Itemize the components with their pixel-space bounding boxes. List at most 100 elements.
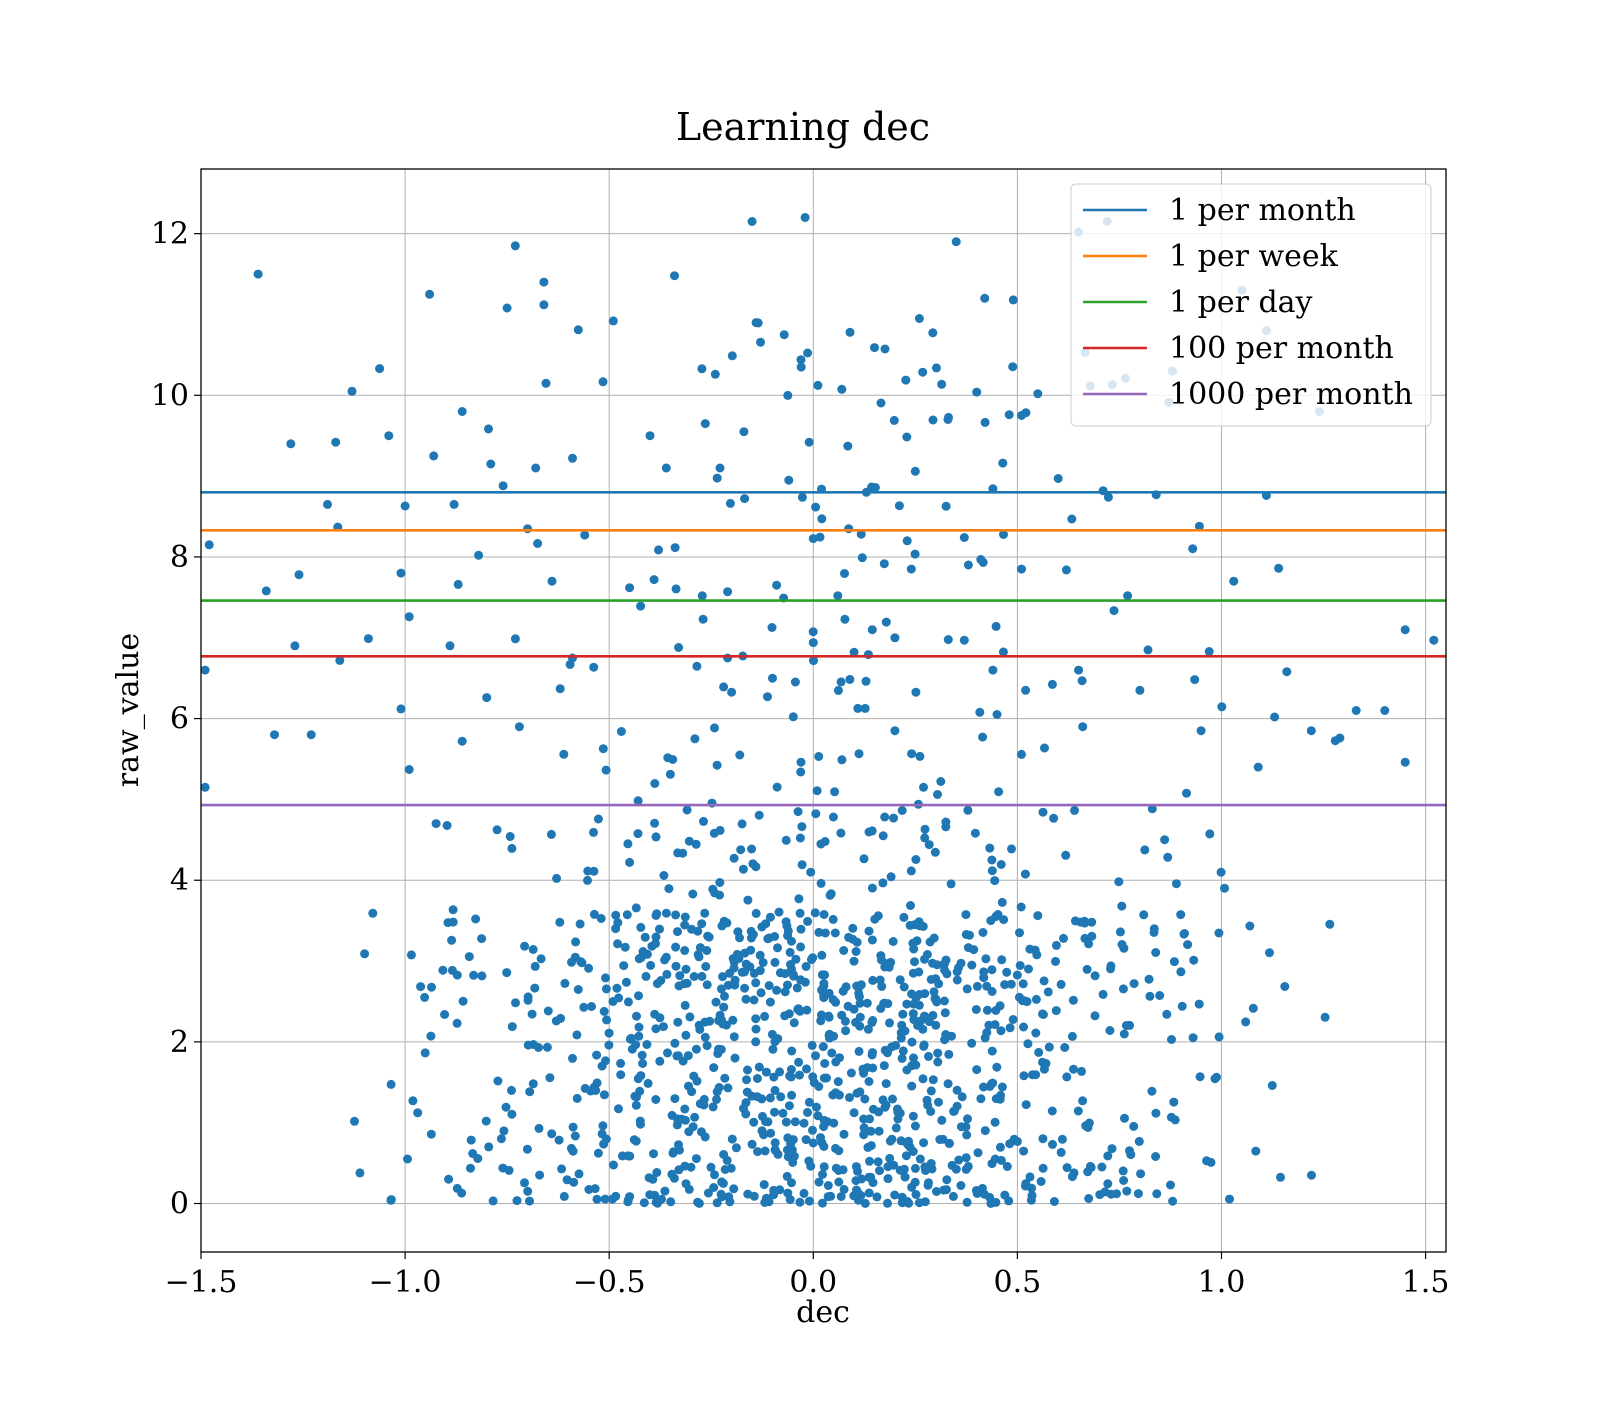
scatter-point: [1025, 1172, 1035, 1182]
scatter-point: [769, 1072, 779, 1082]
scatter-point: [806, 867, 816, 877]
scatter-point: [902, 432, 912, 442]
scatter-point: [934, 1097, 943, 1107]
scatter-point: [990, 1117, 1000, 1127]
scatter-point: [611, 910, 621, 920]
scatter-point: [689, 972, 699, 981]
scatter-point: [751, 978, 761, 988]
scatter-point: [608, 997, 618, 1006]
scatter-point: [559, 1191, 569, 1201]
scatter-point: [1120, 1113, 1129, 1123]
scatter-point: [551, 1016, 561, 1026]
scatter-point: [696, 1127, 706, 1137]
scatter-point: [760, 1011, 770, 1021]
scatter-point: [1139, 910, 1149, 920]
y-tick-label: 2: [170, 1025, 189, 1060]
scatter-point: [1057, 1134, 1067, 1144]
scatter-point: [944, 412, 953, 422]
scatter-point: [1123, 591, 1133, 601]
scatter-point: [940, 1035, 950, 1045]
scatter-point: [1090, 971, 1100, 981]
scatter-point: [951, 237, 961, 247]
scatter-point: [928, 415, 938, 425]
scatter-point: [1077, 1066, 1086, 1076]
scatter-point: [697, 971, 707, 981]
scatter-point: [1151, 1108, 1161, 1118]
scatter-point: [863, 1142, 873, 1152]
scatter-point: [939, 996, 949, 1006]
scatter-point: [710, 723, 719, 733]
scatter-point: [837, 384, 847, 394]
scatter-point: [785, 1071, 795, 1081]
scatter-point: [604, 1040, 614, 1050]
scatter-point: [1040, 743, 1049, 753]
scatter-point: [889, 813, 898, 823]
scatter-point: [987, 855, 997, 865]
scatter-point: [634, 954, 644, 964]
scatter-point: [1118, 984, 1128, 994]
scatter-point: [1041, 1059, 1051, 1068]
scatter-point: [763, 1117, 773, 1127]
scatter-point: [908, 968, 918, 978]
scatter-point: [752, 1074, 762, 1083]
scatter-point: [808, 953, 818, 963]
scatter-point: [523, 995, 533, 1005]
scatter-point: [909, 1053, 918, 1063]
scatter-point: [611, 1191, 621, 1201]
scatter-point: [829, 1118, 839, 1128]
scatter-point: [1117, 940, 1127, 949]
scatter-point: [996, 1090, 1006, 1100]
scatter-point: [1202, 1156, 1212, 1166]
scatter-point: [1020, 869, 1030, 879]
scatter-point: [482, 693, 492, 703]
scatter-point: [498, 481, 508, 491]
scatter-point: [1251, 1146, 1261, 1156]
scatter-point: [507, 1109, 517, 1119]
scatter-point: [1129, 1121, 1139, 1131]
scatter-point: [568, 453, 577, 463]
scatter-point: [1282, 667, 1292, 677]
scatter-point: [988, 665, 998, 675]
scatter-point: [711, 997, 721, 1007]
scatter-point: [1053, 474, 1063, 483]
scatter-point: [440, 1010, 450, 1019]
scatter-point: [986, 916, 996, 926]
scatter-point: [727, 1134, 737, 1144]
scatter-point: [897, 1020, 907, 1030]
scatter-point: [963, 1161, 973, 1171]
scatter-point: [804, 1097, 814, 1107]
scatter-point: [751, 862, 761, 872]
scatter-point: [808, 627, 818, 637]
scatter-point: [886, 872, 896, 882]
scatter-point: [530, 983, 540, 993]
x-tick-label: 1.5: [1402, 1265, 1450, 1300]
scatter-point: [638, 1059, 648, 1068]
legend-label: 1 per week: [1169, 239, 1339, 274]
scatter-point: [477, 934, 487, 944]
scatter-point: [749, 1117, 759, 1127]
scatter-point: [547, 1129, 557, 1139]
scatter-point: [1183, 940, 1193, 950]
scatter-point: [911, 993, 921, 1003]
scatter-point: [1168, 1196, 1178, 1206]
scatter-point: [853, 1188, 863, 1197]
scatter-point: [769, 1190, 779, 1200]
scatter-point: [1012, 1136, 1022, 1146]
scatter-point: [785, 1195, 795, 1205]
scatter-point: [814, 752, 824, 761]
scatter-point: [898, 1009, 908, 1019]
scatter-point: [670, 1094, 680, 1104]
scatter-point: [1084, 1194, 1094, 1203]
scatter-point: [651, 939, 660, 949]
scatter-point: [1122, 1186, 1132, 1196]
scatter-point: [639, 1198, 649, 1208]
legend-label: 1000 per month: [1169, 377, 1413, 412]
scatter-point: [453, 579, 463, 589]
scatter-point: [982, 981, 992, 991]
scatter-point: [857, 1174, 867, 1184]
scatter-point: [817, 1138, 827, 1148]
scatter-point: [723, 980, 733, 990]
y-tick-label: 12: [151, 217, 189, 252]
scatter-point: [705, 1016, 715, 1026]
scatter-point: [712, 1094, 721, 1104]
